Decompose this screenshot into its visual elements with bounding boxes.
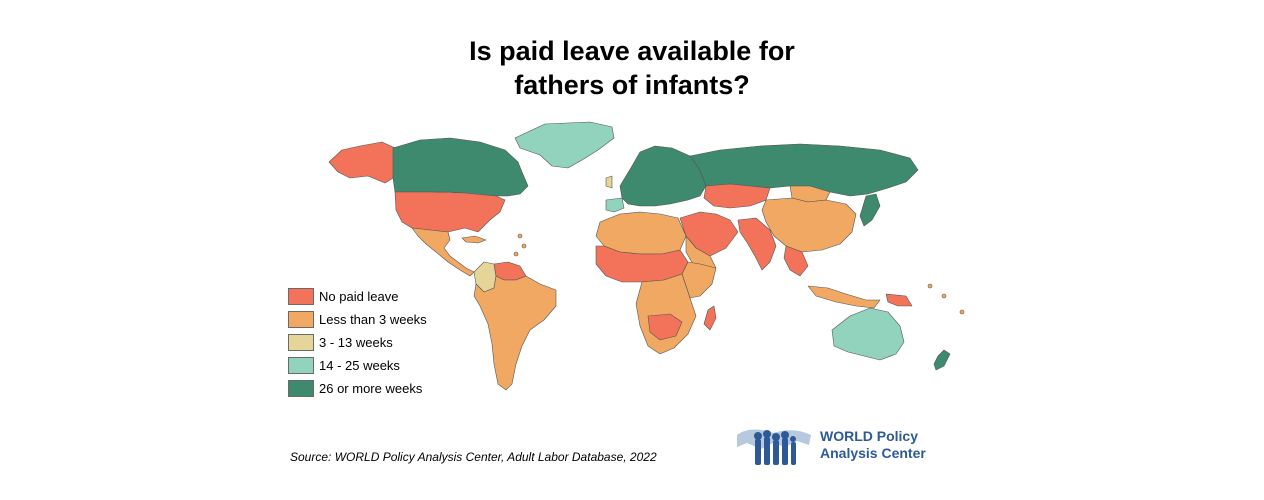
- legend-item-no-paid-leave: No paid leave: [288, 285, 427, 308]
- region-central-asia: [703, 183, 771, 209]
- legend-item-less-than-3-weeks: Less than 3 weeks: [288, 308, 427, 331]
- source-note: Source: WORLD Policy Analysis Center, Ad…: [290, 450, 657, 464]
- legend-label: 26 or more weeks: [319, 381, 423, 396]
- region-mexico: [411, 227, 475, 277]
- logo-emblem-icon: [737, 429, 811, 465]
- legend-swatch: [288, 380, 314, 397]
- region-south-america: [473, 275, 557, 391]
- region-north-africa: [595, 211, 687, 255]
- title-line-2: fathers of infants?: [514, 70, 750, 100]
- region-japan: [859, 193, 881, 227]
- legend-label: 14 - 25 weeks: [319, 358, 400, 373]
- region-madagascar: [703, 305, 717, 331]
- legend-item-3-13-weeks: 3 - 13 weeks: [288, 331, 427, 354]
- region-europe: [619, 145, 707, 207]
- legend-swatch: [288, 334, 314, 351]
- logo-text: WORLD Policy Analysis Center: [820, 428, 926, 462]
- region-indonesia: [807, 285, 881, 309]
- region-alaska: [328, 141, 396, 184]
- map-title: Is paid leave available for fathers of i…: [0, 34, 1264, 102]
- legend-item-14-25-weeks: 14 - 25 weeks: [288, 354, 427, 377]
- world-logo: WORLD Policy Analysis Center: [733, 425, 943, 467]
- region-greenland: [514, 121, 615, 169]
- island-5: [521, 243, 527, 249]
- region-australia: [831, 307, 905, 361]
- region-india: [737, 217, 777, 271]
- island-4: [517, 233, 523, 239]
- region-png: [885, 293, 913, 307]
- region-east-africa: [681, 261, 717, 299]
- logo-line-1: WORLD Policy: [820, 428, 919, 444]
- region-caribbean: [461, 235, 487, 244]
- region-iberia: [605, 197, 625, 213]
- region-new-zealand: [933, 349, 951, 371]
- legend-swatch: [288, 311, 314, 328]
- legend-swatch: [288, 357, 314, 374]
- title-line-1: Is paid leave available for: [469, 36, 795, 66]
- map-legend: No paid leave Less than 3 weeks 3 - 13 w…: [288, 285, 427, 400]
- region-china: [761, 197, 857, 253]
- legend-label: 3 - 13 weeks: [319, 335, 393, 350]
- logo-line-2: Analysis Center: [820, 445, 926, 461]
- legend-label: No paid leave: [319, 289, 399, 304]
- island-2: [941, 293, 947, 299]
- legend-label: Less than 3 weeks: [319, 312, 427, 327]
- region-southeast-asia: [783, 245, 809, 277]
- region-canada: [392, 137, 529, 197]
- island-6: [513, 251, 519, 257]
- legend-swatch: [288, 288, 314, 305]
- region-uk: [605, 175, 613, 189]
- island-1: [927, 283, 933, 289]
- legend-item-26-or-more-weeks: 26 or more weeks: [288, 377, 427, 400]
- island-3: [959, 309, 965, 315]
- region-central-africa: [635, 273, 697, 355]
- region-usa: [394, 191, 506, 233]
- region-southern-africa: [647, 313, 683, 341]
